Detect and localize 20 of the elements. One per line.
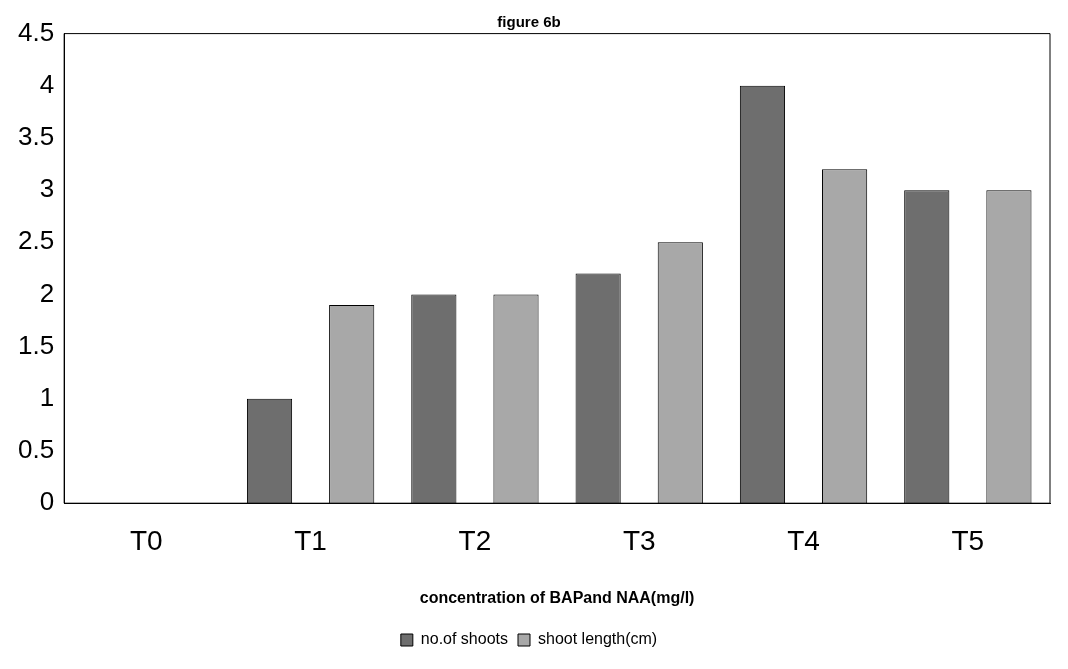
y-tick-label: 2 bbox=[39, 277, 55, 308]
legend-label: no.of shoots bbox=[420, 630, 508, 648]
y-tick-label: 0.5 bbox=[17, 434, 55, 465]
legend-label: shoot length(cm) bbox=[538, 630, 658, 648]
y-tick-label: 3.5 bbox=[17, 121, 55, 152]
chart-title: figure 6b bbox=[497, 12, 561, 30]
y-tick-label: 4 bbox=[39, 68, 55, 99]
x-tick-label: T3 bbox=[622, 524, 656, 556]
x-tick-label: T1 bbox=[294, 524, 327, 556]
y-tick-label: 1.5 bbox=[17, 329, 55, 360]
y-tick-label: 2.5 bbox=[17, 225, 55, 256]
x-tick-label: T5 bbox=[951, 524, 985, 556]
x-tick-label: T4 bbox=[787, 524, 820, 556]
y-tick-label: 3 bbox=[39, 173, 55, 204]
y-tick-label: 1 bbox=[39, 382, 55, 413]
x-axis-title: concentration of BAPand NAA(mg/l) bbox=[419, 588, 695, 606]
x-tick-label: T0 bbox=[129, 524, 163, 556]
y-tick-label: 4.5 bbox=[17, 16, 55, 47]
x-tick-label: T2 bbox=[458, 524, 492, 556]
y-tick-label: 0 bbox=[39, 486, 55, 517]
